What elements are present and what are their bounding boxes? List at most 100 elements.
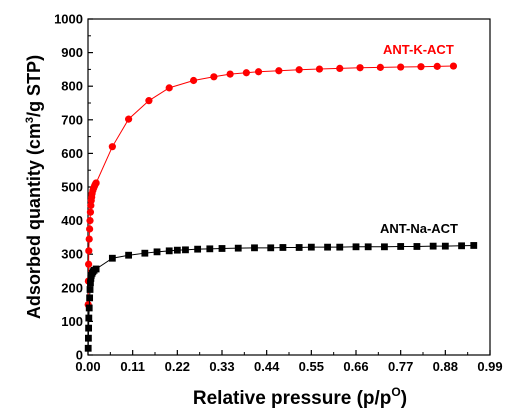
data-point <box>381 243 388 251</box>
x-tick-label: 0.11 <box>120 359 145 374</box>
data-point <box>254 68 263 76</box>
x-tick-label: 0.55 <box>299 359 324 374</box>
x-tick-label: 0.33 <box>209 359 234 374</box>
x-tick-label: 0.44 <box>254 359 280 374</box>
data-point <box>226 70 234 78</box>
data-point <box>356 64 364 72</box>
data-point <box>295 66 303 74</box>
data-point <box>85 304 93 312</box>
data-point <box>141 249 149 257</box>
data-point <box>275 67 283 75</box>
data-point <box>189 76 198 85</box>
y-tick-label: 100 <box>61 314 83 329</box>
data-point <box>295 244 303 251</box>
data-point <box>376 63 384 71</box>
series-line <box>87 65 454 305</box>
data-point <box>85 314 93 322</box>
data-point <box>86 217 94 225</box>
x-axis-title-sup: O <box>391 385 400 399</box>
series-0 <box>84 62 458 309</box>
data-point <box>145 97 153 105</box>
data-point <box>234 244 242 252</box>
data-point <box>397 243 405 250</box>
data-point <box>92 179 100 187</box>
data-point <box>397 63 405 71</box>
data-point <box>433 62 441 70</box>
data-point <box>108 254 116 262</box>
y-tick-label: 1000 <box>54 12 83 27</box>
data-point <box>279 244 287 251</box>
x-tick-label: 0.99 <box>477 359 502 374</box>
data-point <box>87 279 94 287</box>
data-point <box>125 115 133 123</box>
data-point <box>86 225 94 233</box>
x-tick-label: 0.22 <box>165 359 190 374</box>
data-point <box>85 235 93 243</box>
data-point <box>458 242 465 250</box>
y-axis-title-sup: 3 <box>24 117 36 123</box>
data-point <box>206 245 214 253</box>
data-point <box>86 294 94 302</box>
y-tick-label: 0 <box>76 348 83 363</box>
data-point <box>84 344 92 352</box>
plot-frame <box>87 18 491 356</box>
series-layer <box>84 62 478 352</box>
data-point <box>125 251 133 259</box>
data-point <box>324 243 331 251</box>
data-point <box>307 243 315 251</box>
data-point <box>352 243 360 251</box>
y-axis-title-end: /g STP) <box>24 55 44 117</box>
x-tick-labels: 0.00 0.11 0.22 0.33 0.44 0.55 0.66 0.77 0.88 0.99 <box>75 359 502 374</box>
series-label-ant-k-act: ANT-K-ACT <box>383 42 454 57</box>
data-point <box>210 73 218 81</box>
data-point <box>173 246 181 254</box>
data-point <box>85 324 93 332</box>
data-point <box>86 208 95 216</box>
data-point <box>85 334 92 342</box>
x-axis-title: Relative pressure (p/pO) <box>193 385 407 409</box>
y-axis-title-main: Adsorbed quantity (cm <box>24 123 44 319</box>
data-point <box>194 245 202 253</box>
axis-ticks <box>87 18 491 356</box>
data-point <box>364 243 372 251</box>
data-point <box>267 244 275 252</box>
data-point <box>165 247 173 255</box>
data-point <box>251 244 258 252</box>
data-point <box>449 62 458 70</box>
y-tick-label: 300 <box>61 247 83 262</box>
data-point <box>92 265 100 273</box>
x-axis-title-end: ) <box>401 388 407 409</box>
x-tick-label: 0.77 <box>388 359 413 374</box>
y-tick-label: 200 <box>61 280 83 295</box>
data-point <box>470 242 478 249</box>
data-point <box>153 248 161 256</box>
y-tick-label: 900 <box>61 45 83 60</box>
data-point <box>417 63 425 71</box>
y-tick-label: 800 <box>61 79 83 94</box>
y-tick-label: 400 <box>61 213 83 228</box>
data-point <box>86 286 94 293</box>
data-point <box>85 260 93 268</box>
data-point <box>441 242 449 250</box>
data-point <box>429 242 437 250</box>
x-tick-label: 0.66 <box>343 359 368 374</box>
data-point <box>336 64 344 72</box>
data-point <box>218 245 226 252</box>
series-1 <box>84 242 478 352</box>
y-axis-title: Adsorbed quantity (cm3/g STP) <box>24 55 44 319</box>
series-label-ant-na-act: ANT-Na-ACT <box>380 221 458 236</box>
data-point <box>242 69 250 77</box>
y-tick-labels: 0 100 200 300 400 500 600 700 800 900 1000 <box>54 12 83 363</box>
x-tick-label: 0.00 <box>75 359 100 374</box>
data-point <box>315 65 324 73</box>
y-tick-label: 700 <box>61 112 83 127</box>
data-point <box>336 243 344 251</box>
series-line <box>87 244 474 349</box>
x-axis-title-main: Relative pressure (p/p <box>193 388 392 409</box>
data-point <box>182 246 189 254</box>
data-point <box>85 247 93 255</box>
data-point <box>413 243 421 250</box>
y-tick-label: 600 <box>61 146 83 161</box>
data-point <box>165 84 173 92</box>
